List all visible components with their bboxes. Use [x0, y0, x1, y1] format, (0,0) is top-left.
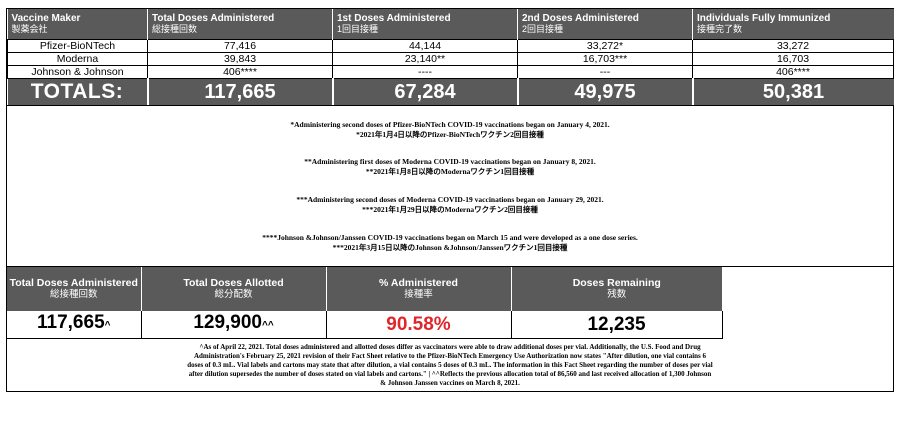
header-label-jp: 2回目接種	[522, 24, 564, 34]
summary-header-label-jp: 接種率	[404, 289, 433, 300]
summary-header-label: % Administered	[379, 277, 458, 289]
summary-header-label: Total Doses Allotted	[183, 277, 284, 289]
cell-full: 406****	[692, 65, 894, 79]
cell-total: 39,843	[147, 52, 333, 66]
summary-allotted: 129,900^^	[141, 311, 327, 339]
summary-header-label-jp: 残数	[607, 289, 627, 300]
header-label: Individuals Fully Immunized	[697, 13, 831, 24]
cell-second: 33,272*	[517, 39, 693, 53]
summary-remaining-value: 12,235	[587, 313, 646, 335]
summary-header-label: Total Doses Administered	[9, 277, 138, 289]
header-label: Total Doses Administered	[152, 13, 275, 24]
doses-table: Vaccine Maker 製薬会社 Total Doses Administer…	[7, 9, 894, 105]
summary-header-percent: % Administered 接種率	[326, 267, 512, 311]
footnote-line: after dilution supersedes the number of …	[188, 370, 712, 378]
note-text-jp: ***2021年1月29日以降のModernaワクチン2回目接種	[362, 205, 538, 214]
header-first-doses: 1st Doses Administered 1回目接種	[332, 9, 518, 40]
cell-full: 33,272	[692, 39, 894, 53]
footnote-mark: ^	[104, 320, 111, 331]
totals-second: 49,975	[517, 78, 694, 105]
vaccine-report: Vaccine Maker 製薬会社 Total Doses Administer…	[6, 8, 894, 392]
table-row: Johnson & Johnson 406**** ---- --- 406**…	[7, 65, 894, 79]
table-row: Moderna 39,843 23,140** 16,703*** 16,703	[7, 52, 894, 66]
note-text: **Administering first doses of Moderna C…	[304, 157, 596, 166]
note-text-jp: ***2021年3月15日以降のJohnson &Johnson/Janssen…	[332, 243, 568, 252]
footnote-line: & Johnson Janssen vaccines on March 8, 2…	[380, 379, 520, 387]
header-label-jp: 製薬会社	[11, 24, 48, 34]
header-label-jp: 1回目接種	[337, 24, 379, 34]
note-moderna-first: **Administering first doses of Moderna C…	[7, 157, 893, 177]
table-header-row: Vaccine Maker 製薬会社 Total Doses Administer…	[7, 9, 894, 40]
summary-administered-value: 117,665	[37, 312, 105, 333]
totals-full: 50,381	[692, 78, 894, 105]
cell-total: 77,416	[147, 39, 333, 53]
note-text: *Administering second doses of Pfizer-Bi…	[290, 120, 610, 129]
header-second-doses: 2nd Doses Administered 2回目接種	[517, 9, 693, 40]
footnote-mark: ^^	[262, 320, 274, 331]
note-text: ****Johnson &Johnson/Janssen COVID-19 va…	[262, 233, 638, 242]
header-label: 1st Doses Administered	[337, 13, 451, 24]
summary-percent-value: 90.58%	[386, 313, 451, 335]
cell-full: 16,703	[692, 52, 894, 66]
summary-header-label-jp: 総接種回数	[49, 289, 98, 300]
header-label: 2nd Doses Administered	[522, 13, 639, 24]
cell-maker: Johnson & Johnson	[7, 65, 148, 79]
summary-header-label: Doses Remaining	[572, 277, 661, 289]
cell-first: 23,140**	[332, 52, 518, 66]
header-label-jp: 総接種回数	[152, 24, 198, 34]
totals-label: TOTALS:	[7, 78, 149, 105]
header-label-jp: 接種完了数	[697, 24, 743, 34]
cell-second: 16,703***	[517, 52, 693, 66]
footnote-line: Administration's February 25, 2021 revis…	[193, 352, 707, 360]
note-text-jp: *2021年1月4日以降のPfizer-BioNTechワクチン2回目接種	[356, 130, 544, 139]
totals-row: TOTALS: 117,665 67,284 49,975 50,381	[7, 78, 894, 105]
cell-first: 44,144	[332, 39, 518, 53]
cell-maker: Moderna	[7, 52, 148, 66]
summary-table: Total Doses Administered 総接種回数 Total Dose…	[7, 267, 723, 339]
footnote: ^As of April 22, 2021. Total doses admin…	[7, 339, 893, 391]
summary-header-row: Total Doses Administered 総接種回数 Total Dose…	[7, 267, 722, 311]
summary-header-allotted: Total Doses Allotted 総分配数	[141, 267, 327, 311]
header-vaccine-maker: Vaccine Maker 製薬会社	[7, 9, 148, 40]
totals-first: 67,284	[332, 78, 519, 105]
summary-header-administered: Total Doses Administered 総接種回数	[7, 267, 142, 311]
summary-header-label-jp: 総分配数	[214, 289, 253, 300]
cell-first: ----	[332, 65, 518, 79]
footnote-line: ^As of April 22, 2021. Total doses admin…	[199, 343, 701, 351]
cell-maker: Pfizer-BioNTech	[7, 39, 148, 53]
cell-second: ---	[517, 65, 693, 79]
note-moderna-second: ***Administering second doses of Moderna…	[7, 195, 893, 215]
note-text: ***Administering second doses of Moderna…	[296, 195, 604, 204]
table-row: Pfizer-BioNTech 77,416 44,144 33,272* 33…	[7, 39, 894, 53]
summary-values-row: 117,665^ 129,900^^ 90.58% 12,235	[7, 311, 723, 339]
cell-total: 406****	[147, 65, 333, 79]
header-total-doses: Total Doses Administered 総接種回数	[147, 9, 333, 40]
note-johnson: ****Johnson &Johnson/Janssen COVID-19 va…	[7, 233, 893, 253]
summary-allotted-value: 129,900	[193, 312, 262, 333]
footnote-line: doses of 0.3 mL. Vial labels and cartons…	[187, 361, 713, 369]
note-text-jp: **2021年1月8日以降のModernaワクチン1回目接種	[365, 167, 535, 176]
summary-percent: 90.58%	[326, 311, 512, 339]
header-label: Vaccine Maker	[11, 13, 81, 24]
totals-total: 117,665	[147, 78, 334, 105]
header-fully-immunized: Individuals Fully Immunized 接種完了数	[692, 9, 894, 40]
dose-notes: *Administering second doses of Pfizer-Bi…	[7, 105, 893, 267]
summary-header-remaining: Doses Remaining 残数	[511, 267, 722, 311]
summary-remaining: 12,235	[511, 311, 723, 339]
note-pfizer: *Administering second doses of Pfizer-Bi…	[7, 120, 893, 140]
summary-administered: 117,665^	[7, 311, 142, 339]
